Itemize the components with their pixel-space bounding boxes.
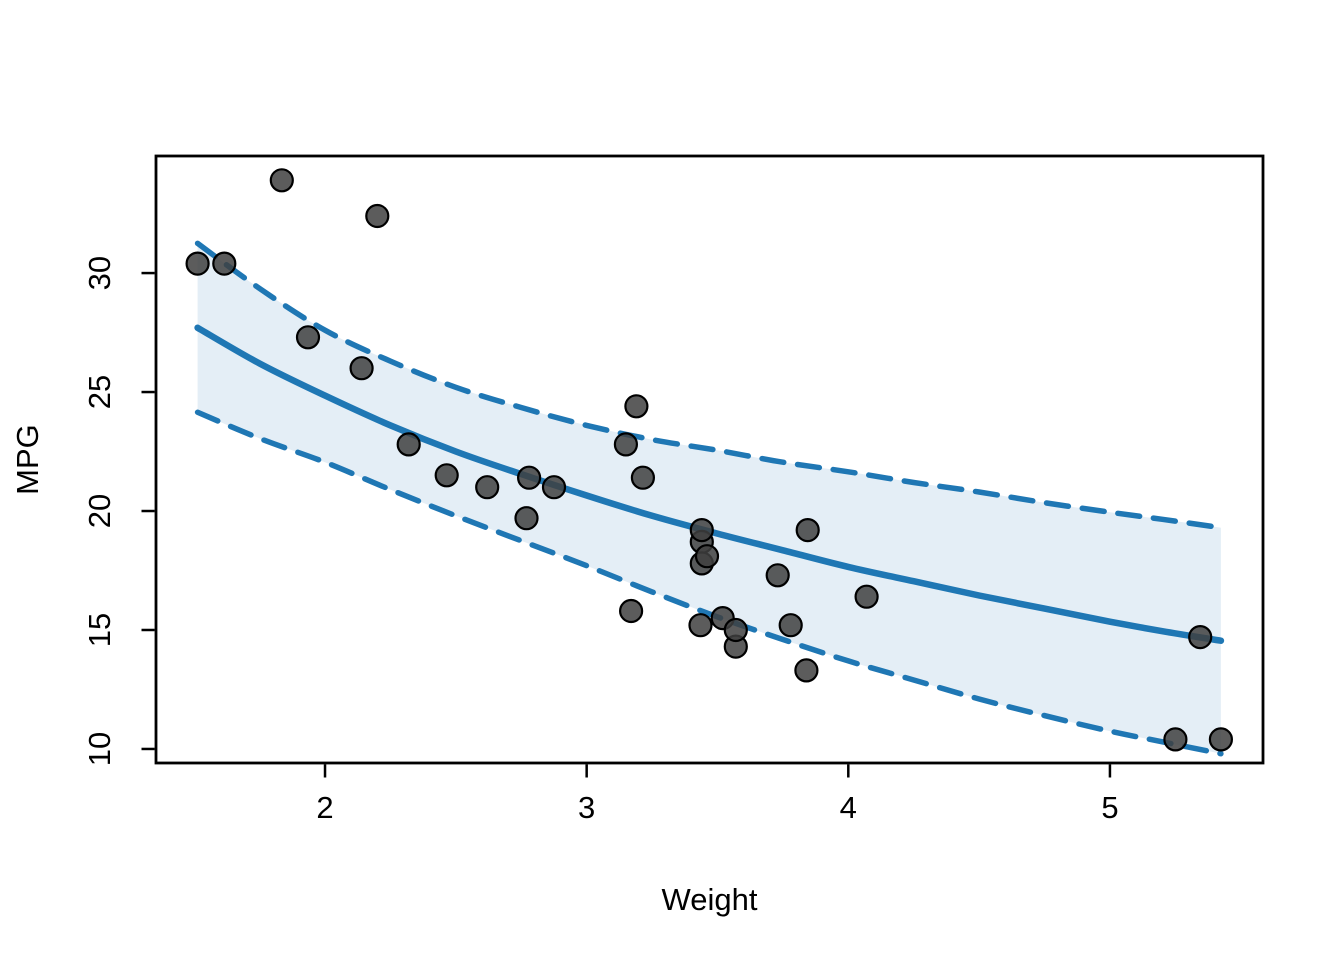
x-tick-label: 5: [1101, 790, 1118, 825]
data-point: [295, 325, 321, 350]
y-tick-label: 10: [82, 732, 117, 766]
confidence-band: [197, 243, 1221, 754]
x-tick-label: 2: [316, 790, 333, 825]
data-point: [269, 168, 294, 193]
data-point: [541, 475, 567, 500]
data-point: [1208, 727, 1234, 752]
data-point: [349, 356, 374, 381]
data-point: [765, 563, 790, 588]
data-point: [624, 394, 649, 419]
data-point: [1163, 727, 1188, 752]
data-point: [434, 463, 459, 488]
data-point: [794, 658, 819, 683]
data-point: [854, 584, 879, 609]
data-point: [689, 517, 714, 543]
data-point: [396, 432, 421, 457]
data-point: [630, 465, 656, 490]
data-point: [475, 475, 500, 500]
fit-line: [194, 324, 1225, 644]
y-tick-label: 30: [82, 256, 117, 290]
data-point: [688, 613, 713, 638]
data-point: [613, 432, 639, 457]
upper-band-line: [194, 240, 1224, 531]
data-point: [365, 203, 390, 229]
data-point: [516, 465, 542, 490]
y-tick-label: 20: [82, 494, 117, 528]
data-point: [795, 517, 820, 543]
y-axis-label: MPG: [10, 424, 45, 495]
x-tick-label: 4: [840, 790, 857, 825]
x-tick-label: 3: [578, 790, 595, 825]
data-point: [514, 506, 539, 531]
data-points: [185, 168, 1234, 752]
data-point: [1188, 624, 1213, 650]
y-tick-label: 15: [82, 613, 117, 647]
data-point: [618, 598, 644, 624]
data-point: [185, 251, 210, 276]
data-point: [694, 544, 720, 569]
data-point: [212, 251, 237, 276]
y-tick-label: 25: [82, 375, 117, 409]
x-axis-label: Weight: [662, 882, 758, 917]
data-point: [723, 617, 748, 643]
data-point: [778, 613, 803, 638]
plot-border: [154, 154, 1265, 765]
